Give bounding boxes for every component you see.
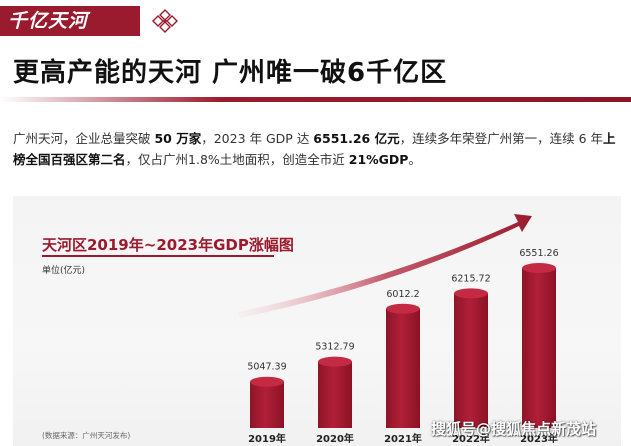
bar-cap-2022年 — [454, 288, 488, 299]
para-text-2: ，2023 年 GDP 达 — [201, 131, 314, 146]
intro-paragraph: 广州天河，企业总量突破 50 万家，2023 年 GDP 达 6551.26 亿… — [13, 128, 623, 170]
watermark-text: 搜狐号@搜狐焦点新茂站 — [431, 420, 597, 438]
bar-value-label: 6012.2 — [386, 289, 419, 300]
chart-title-underline — [42, 255, 274, 257]
growth-trend-arrow — [238, 214, 532, 318]
bar-2023年 — [522, 268, 556, 428]
para-text-5: 。 — [408, 152, 421, 167]
para-highlight-enterprises: 50 万家 — [154, 131, 202, 146]
bar-cap-2023年 — [522, 263, 556, 273]
x-tick-label: 2021年 — [384, 432, 422, 445]
chart-source-note: (数据来源：广州天河发布) — [42, 431, 131, 440]
para-highlight-share: 21%GDP — [348, 152, 409, 167]
chart-title: 天河区2019年~2023年GDP涨幅图 — [42, 236, 294, 254]
bar-value-label: 5047.39 — [247, 362, 286, 373]
bar-cap-2020年 — [318, 356, 352, 367]
para-text-4: ，仅占广州1.8%土地面积，创造全市近 — [125, 152, 349, 167]
bar-value-label: 6551.26 — [519, 248, 558, 259]
bar-cap-2021年 — [386, 303, 420, 314]
x-tick-label: 2020年 — [316, 432, 354, 445]
bar-2019年 — [250, 381, 284, 428]
para-highlight-gdp: 6551.26 亿元 — [313, 131, 400, 146]
flower-emblem-icon — [152, 9, 178, 33]
section-tag: 千亿天河 — [0, 6, 140, 36]
bar-value-label: 6215.72 — [451, 273, 490, 284]
x-tick-label: 2023年 — [520, 432, 558, 445]
bar-cap-2019年 — [250, 376, 284, 387]
x-tick-label: 2022年 — [452, 432, 490, 445]
headline-divider — [0, 97, 631, 102]
chart-unit-label: 单位(亿元) — [42, 266, 86, 276]
chart-panel — [13, 196, 621, 446]
page-headline: 更高产能的天河 广州唯一破6千亿区 — [13, 58, 448, 88]
x-tick-label: 2019年 — [248, 432, 286, 445]
para-highlight-ranking: 上榜全国百强区第二名 — [13, 131, 616, 167]
para-text-1: 广州天河，企业总量突破 — [13, 131, 155, 146]
bar-value-label: 5312.79 — [315, 342, 354, 353]
para-text-3: ，连续多年荣登广州第一，连续 6 年 — [399, 131, 603, 146]
bar-2021年 — [386, 308, 420, 428]
bar-2022年 — [454, 293, 488, 428]
bar-2020年 — [318, 361, 352, 428]
